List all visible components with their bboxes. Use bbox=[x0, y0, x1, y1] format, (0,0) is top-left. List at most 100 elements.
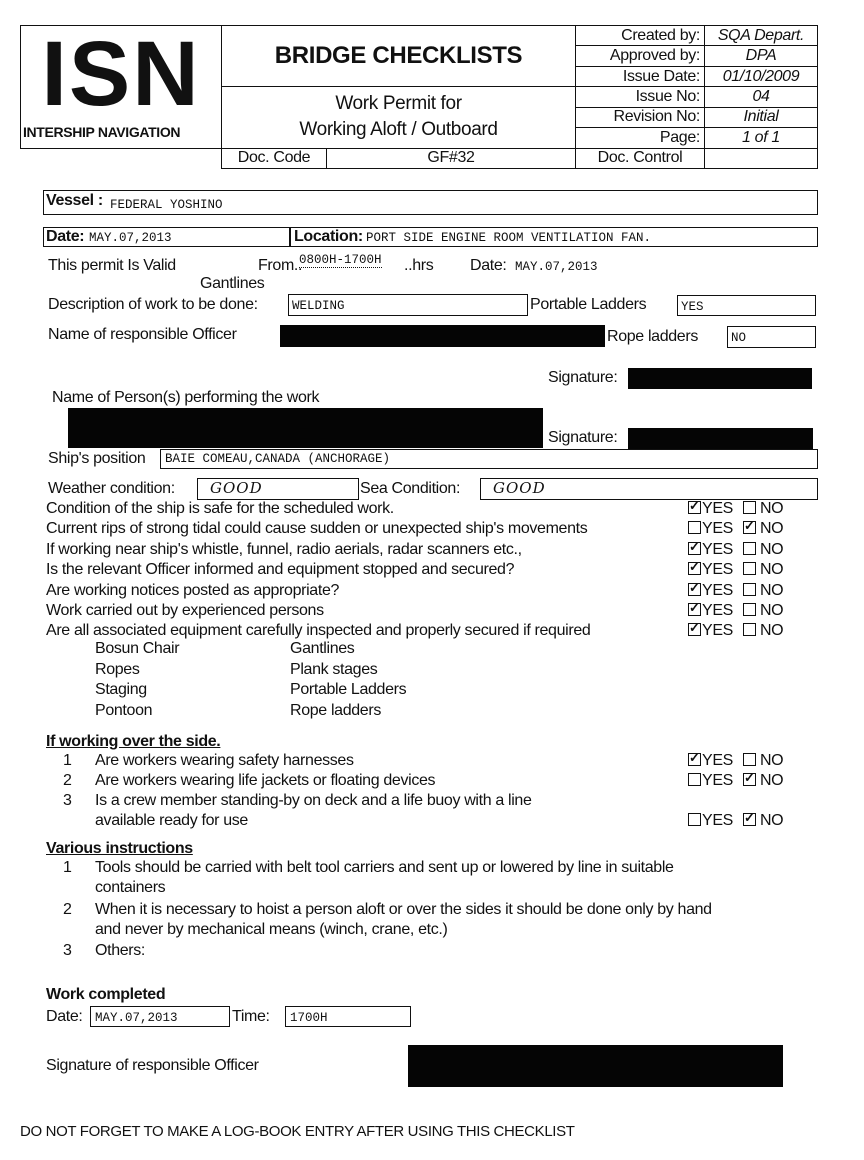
yes-checkbox[interactable] bbox=[688, 521, 701, 535]
subtitle-line: Work Permit for bbox=[335, 93, 462, 115]
persons-label: Name of Person(s) performing the work bbox=[52, 389, 320, 406]
no-checkbox[interactable] bbox=[742, 623, 756, 637]
yes-no-checkboxes: YES NO bbox=[688, 559, 784, 579]
redacted-officer-name bbox=[280, 325, 605, 347]
footer-note: DO NOT FORGET TO MAKE A LOG-BOOK ENTRY A… bbox=[20, 1123, 575, 1140]
no-checkbox[interactable] bbox=[742, 753, 756, 766]
no-label: NO bbox=[759, 500, 784, 517]
instruction-text: and never by mechanical means (winch, cr… bbox=[95, 921, 448, 938]
valid-hours-value[interactable]: 0800H-1700H bbox=[299, 253, 382, 268]
valid-date-value[interactable]: MAY.07,2013 bbox=[515, 260, 598, 274]
yes-checkbox[interactable] bbox=[688, 580, 701, 596]
equipment-item: Plank stages bbox=[290, 660, 378, 678]
yes-no-checkboxes: YES NO bbox=[688, 620, 784, 640]
company-name: INTERSHIP NAVIGATION bbox=[23, 124, 181, 140]
weather-label: Weather condition: bbox=[48, 480, 175, 497]
ship-position-field[interactable]: BAIE COMEAU,CANADA (ANCHORAGE) bbox=[160, 449, 818, 469]
over-side-question: Is a crew member standing-by on deck and… bbox=[95, 792, 532, 809]
doc-code-value: GF#32 bbox=[326, 147, 576, 170]
date-value[interactable]: MAY.07,2013 bbox=[89, 231, 172, 245]
doc-control-label: Doc. Control bbox=[575, 147, 705, 170]
permit-valid-label: This permit Is Valid bbox=[48, 257, 176, 274]
subtitle-line: Working Aloft / Outboard bbox=[299, 119, 498, 141]
no-checkbox[interactable] bbox=[742, 501, 756, 514]
item-number: 3 bbox=[63, 792, 72, 809]
yes-checkbox[interactable] bbox=[688, 813, 701, 826]
equipment-item: Ropes bbox=[95, 660, 140, 678]
issue-date-value: 01/10/2009 bbox=[704, 65, 818, 88]
doc-control-value bbox=[704, 147, 818, 170]
sea-field[interactable]: GOOD bbox=[480, 478, 818, 500]
item-number: 2 bbox=[63, 901, 72, 918]
over-side-question: Are workers wearing life jackets or floa… bbox=[95, 772, 436, 789]
work-completed-title: Work completed bbox=[46, 986, 166, 1003]
yes-checkbox[interactable] bbox=[688, 600, 701, 616]
yes-checkbox[interactable] bbox=[688, 559, 701, 576]
item-number: 3 bbox=[63, 942, 72, 959]
no-checkbox[interactable] bbox=[742, 770, 756, 786]
checklist-question: If working near ship's whistle, funnel, … bbox=[46, 540, 522, 558]
completed-date-field[interactable]: MAY.07,2013 bbox=[90, 1006, 230, 1027]
no-label: NO bbox=[759, 540, 784, 558]
no-checkbox[interactable] bbox=[742, 518, 756, 535]
completed-time-label: Time: bbox=[232, 1008, 270, 1025]
rope-ladders-label: Rope ladders bbox=[607, 328, 698, 345]
document-subtitle: Work Permit for Working Aloft / Outboard bbox=[221, 86, 576, 149]
yes-checkbox[interactable] bbox=[688, 750, 701, 766]
no-checkbox[interactable] bbox=[742, 582, 756, 596]
revision-no-value: Initial bbox=[704, 106, 818, 129]
no-checkbox[interactable] bbox=[742, 603, 756, 616]
weather-value: GOOD bbox=[210, 479, 263, 497]
equipment-item: Gantlines bbox=[290, 640, 355, 657]
description-label: Description of work to be done: bbox=[48, 296, 258, 313]
location-value[interactable]: PORT SIDE ENGINE ROOM VENTILATION FAN. bbox=[366, 231, 652, 245]
redacted-officer-signature bbox=[408, 1045, 783, 1087]
instruction-text: containers bbox=[95, 879, 166, 896]
vessel-field[interactable]: Vessel : FEDERAL YOSHINO bbox=[43, 190, 818, 215]
checklist-question: Current rips of strong tidal could cause… bbox=[46, 520, 588, 538]
page-label: Page: bbox=[575, 127, 705, 149]
yes-no-checkboxes: YES NO bbox=[688, 810, 784, 830]
completed-time-field[interactable]: 1700H bbox=[285, 1006, 411, 1027]
rope-ladders-field[interactable]: NO bbox=[727, 326, 816, 348]
yes-checkbox[interactable] bbox=[688, 620, 701, 637]
page-value: 1 of 1 bbox=[704, 127, 818, 149]
yes-checkbox[interactable] bbox=[688, 773, 701, 786]
equipment-item: Pontoon bbox=[95, 701, 153, 719]
issue-no-value: 04 bbox=[704, 86, 818, 108]
approved-by-value: DPA bbox=[704, 45, 818, 67]
document-header: ISN INTERSHIP NAVIGATION BRIDGE CHECKLIS… bbox=[20, 23, 818, 170]
yes-label: YES bbox=[702, 602, 733, 619]
officer-signature-label: Signature of responsible Officer bbox=[46, 1057, 259, 1074]
over-side-question: available ready for use bbox=[95, 812, 248, 829]
issue-date-label: Issue Date: bbox=[575, 65, 705, 88]
no-checkbox[interactable] bbox=[742, 541, 756, 555]
yes-label: YES bbox=[702, 500, 733, 517]
redacted-persons-names bbox=[68, 408, 543, 448]
date-label: Date: bbox=[46, 228, 85, 245]
portable-ladders-field[interactable]: YES bbox=[677, 295, 816, 316]
over-side-question: Are workers wearing safety harnesses bbox=[95, 752, 354, 769]
description-field[interactable]: WELDING bbox=[288, 294, 528, 316]
divider bbox=[289, 227, 291, 247]
checklist-question: Condition of the ship is safe for the sc… bbox=[46, 500, 394, 517]
doc-code-label: Doc. Code bbox=[221, 147, 327, 170]
isn-logo: ISN bbox=[41, 23, 201, 125]
created-by-label: Created by: bbox=[575, 24, 705, 47]
yes-checkbox[interactable] bbox=[688, 498, 701, 514]
yes-no-checkboxes: YES NO bbox=[688, 600, 784, 620]
no-label: NO bbox=[759, 622, 784, 640]
yes-checkbox[interactable] bbox=[688, 539, 701, 555]
item-number: 1 bbox=[63, 859, 72, 876]
checklist-question: Work carried out by experienced persons bbox=[46, 602, 324, 619]
checklist-question: Are all associated equipment carefully i… bbox=[46, 622, 591, 640]
portable-ladders-value: YES bbox=[681, 300, 704, 314]
yes-label: YES bbox=[702, 561, 733, 579]
no-checkbox[interactable] bbox=[742, 810, 756, 826]
no-label: NO bbox=[759, 752, 784, 769]
redacted-signature bbox=[628, 428, 813, 449]
yes-label: YES bbox=[702, 540, 733, 558]
weather-field[interactable]: GOOD bbox=[197, 478, 359, 500]
no-checkbox[interactable] bbox=[742, 562, 756, 576]
logo-cell: ISN INTERSHIP NAVIGATION bbox=[20, 23, 222, 149]
